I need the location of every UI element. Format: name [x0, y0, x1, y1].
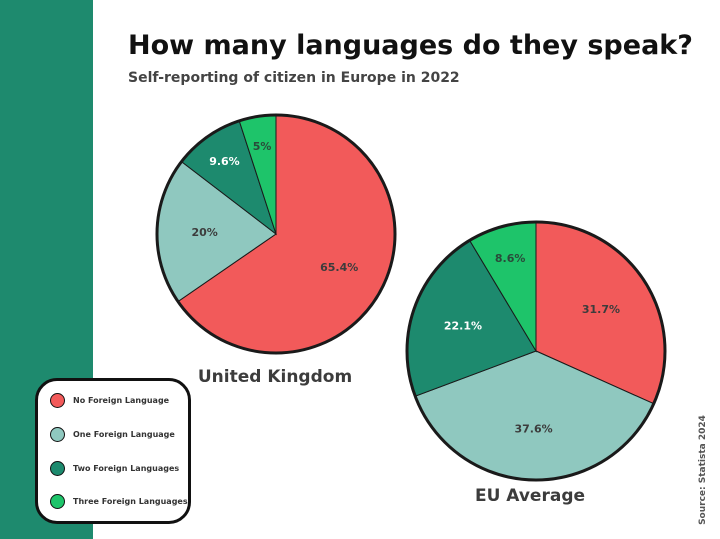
- source-note: Source: Statista 2024: [698, 415, 708, 525]
- legend-swatch: [50, 393, 65, 408]
- pie-title-uk: United Kingdom: [197, 367, 353, 387]
- pie-value-label: 37.6%: [514, 422, 552, 435]
- legend-item-one-foreign: One Foreign Language: [50, 427, 175, 442]
- legend-item-two-foreign: Two Foreign Languages: [50, 461, 179, 476]
- legend-swatch: [50, 494, 65, 509]
- pie-value-label: 5%: [253, 140, 272, 153]
- pie-value-label: 31.7%: [582, 303, 620, 316]
- pie-value-label: 8.6%: [495, 252, 526, 265]
- pie-value-label: 22.1%: [444, 319, 482, 332]
- legend: No Foreign Language One Foreign Language…: [35, 378, 191, 524]
- legend-item-three-foreign: Three Foreign Languages: [50, 494, 188, 509]
- pie-value-label: 9.6%: [209, 155, 240, 168]
- legend-swatch: [50, 427, 65, 442]
- legend-label: One Foreign Language: [73, 430, 175, 439]
- pie-value-label: 20%: [191, 226, 217, 239]
- legend-label: Three Foreign Languages: [73, 497, 188, 506]
- legend-item-no-foreign: No Foreign Language: [50, 393, 169, 408]
- chart-title: How many languages do they speak?: [128, 30, 693, 61]
- pie-value-label: 65.4%: [320, 261, 358, 274]
- pie-title-eu: EU Average: [474, 486, 586, 506]
- chart-subtitle: Self-reporting of citizen in Europe in 2…: [128, 70, 460, 86]
- pie-outline: [155, 113, 397, 355]
- legend-label: No Foreign Language: [73, 396, 170, 405]
- legend-swatch: [50, 461, 65, 476]
- pie-outline: [405, 220, 667, 482]
- legend-label: Two Foreign Languages: [73, 464, 180, 473]
